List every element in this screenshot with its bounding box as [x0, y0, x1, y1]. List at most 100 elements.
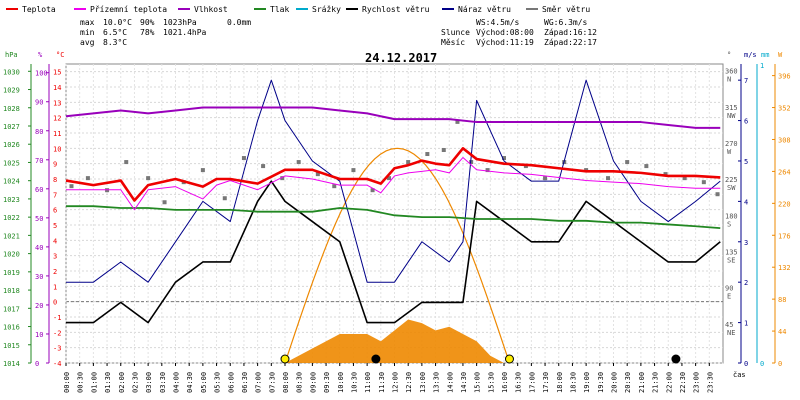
stat-max-label: max [80, 18, 95, 27]
wind-dir-point [241, 156, 246, 161]
wind-dir-tick-label: 225 [725, 176, 738, 184]
pressure-line [66, 205, 721, 229]
wind-dir-tick-label: 360 [725, 68, 738, 76]
wind-dir-point [315, 172, 320, 177]
wind-dir-point [332, 184, 337, 189]
solar-tick-label: 44 [778, 328, 786, 336]
stat-min-temp: 6.5°C [103, 28, 127, 37]
x-tick-label: 22:30 [679, 372, 687, 393]
temp-tick-label: 1 [53, 283, 57, 291]
x-tick-label: 00:30 [77, 372, 85, 393]
x-tick-label: 20:30 [624, 372, 632, 393]
humidity-tick-label: 50 [35, 215, 43, 223]
wind-dir-point [441, 148, 446, 153]
wind-tick-label: 6 [744, 118, 748, 126]
wind-dir-point [280, 176, 285, 181]
wind-dir-point [606, 176, 611, 181]
pressure-tick-label: 1018 [3, 287, 20, 295]
x-tick-label: 15:30 [487, 372, 495, 393]
wind-dir-point [222, 196, 227, 201]
series-lines [65, 79, 721, 324]
x-tick-label: 14:30 [460, 372, 468, 393]
wind-speed-line [66, 180, 721, 324]
x-tick-label: 04:00 [173, 372, 181, 393]
ground-temperature-line [66, 157, 721, 211]
unit-ms: m/s [744, 51, 757, 59]
wind-dir-point [69, 184, 74, 189]
wind-dir-point [425, 152, 430, 157]
legend-label: Tlak [270, 5, 289, 14]
x-tick-label: 09:00 [309, 372, 317, 393]
wind-dir-point [370, 188, 375, 193]
x-tick-label: 12:00 [392, 372, 400, 393]
temp-tick-label: 11 [53, 130, 61, 138]
wind-dir-compass-label: S [727, 220, 731, 228]
unit-labels: hPa % °C ° m/s mm W čas [5, 51, 783, 379]
temp-tick-label: 8 [53, 176, 57, 184]
humidity-tick-label: 60 [35, 186, 43, 194]
x-tick-label: 21:30 [652, 372, 660, 393]
wind-dir-compass-label: E [727, 293, 731, 301]
sunset-marker [504, 354, 514, 364]
pressure-tick-label: 1027 [3, 123, 20, 131]
wind-dir-point [543, 176, 548, 181]
temperature-line [65, 147, 721, 202]
x-tick-label: 19:30 [597, 372, 605, 393]
x-tick-label: 04:30 [186, 372, 194, 393]
temp-tick-label: 0 [53, 299, 57, 307]
stat-max-rain: 0.0mm [227, 18, 251, 27]
humidity-line [65, 106, 721, 129]
humidity-tick-label: 30 [35, 273, 43, 281]
pressure-tick-label: 1015 [3, 342, 20, 350]
x-tick-label: 05:00 [200, 372, 208, 393]
wind-dir-tick-label: 90 [725, 285, 733, 293]
x-tick-label: 01:30 [104, 372, 112, 393]
humidity-tick-label: 0 [35, 360, 39, 368]
pressure-tick-label: 1026 [3, 141, 20, 149]
temp-tick-label: -4 [53, 360, 61, 368]
x-tick-label: 18:30 [569, 372, 577, 393]
humidity-tick-label: 10 [35, 331, 43, 339]
pressure-tick-label: 1014 [3, 360, 20, 368]
wind-tick-label: 0 [744, 360, 748, 368]
wind-dir-compass-label: W [727, 148, 732, 156]
wind-dir-point [701, 180, 706, 185]
wind-tick-label: 5 [744, 158, 748, 166]
moonrise-info: Východ:11:19 [476, 38, 534, 47]
temp-tick-label: -2 [53, 329, 61, 337]
x-tick-label: 03:00 [145, 372, 153, 393]
x-tick-label: 08:30 [296, 372, 304, 393]
x-tick-label: 08:00 [282, 372, 290, 393]
wind-dir-tick-label: 315 [725, 104, 738, 112]
legend-label: Srážky [312, 5, 341, 14]
x-tick-label: 06:00 [227, 372, 235, 393]
legend-label: Rychlost větru [362, 5, 430, 14]
legend-label: Teplota [22, 5, 56, 14]
unit-hpa: hPa [5, 51, 18, 59]
humidity-tick-label: 80 [35, 128, 43, 136]
sun-label: Slunce [441, 28, 470, 37]
solar-tick-label: 352 [778, 105, 791, 113]
wind-dir-point [682, 176, 687, 181]
temp-tick-label: 15 [53, 69, 61, 77]
pressure-tick-label: 1023 [3, 196, 20, 204]
axes: 00:00 00:30 01:00 01:30 02:00 02:30 03:00 03:30… [3, 62, 791, 393]
pressure-tick-label: 1022 [3, 214, 20, 222]
rain-tick-label: 1 [760, 62, 764, 70]
moonset-info: Západ:22:17 [544, 38, 597, 47]
pressure-tick-label: 1017 [3, 305, 20, 313]
wind-gust-info: WG:6.3m/s [544, 18, 588, 27]
wind-dir-compass-label: NE [727, 329, 735, 337]
wind-dir-point [625, 160, 630, 165]
solar-tick-label: 88 [778, 296, 786, 304]
wind-dir-compass-label: SW [727, 184, 736, 192]
stat-min-press: 1021.4hPa [163, 28, 207, 37]
temp-tick-label: 6 [53, 207, 57, 215]
stat-max-press: 1023hPa [163, 18, 197, 27]
wind-dir-point [715, 192, 720, 197]
moonset-marker [671, 354, 681, 364]
legend-label: Náraz větru [458, 5, 511, 14]
x-tick-label: 19:00 [583, 372, 591, 393]
wind-dir-point [663, 172, 668, 177]
unit-deg: ° [727, 51, 731, 59]
